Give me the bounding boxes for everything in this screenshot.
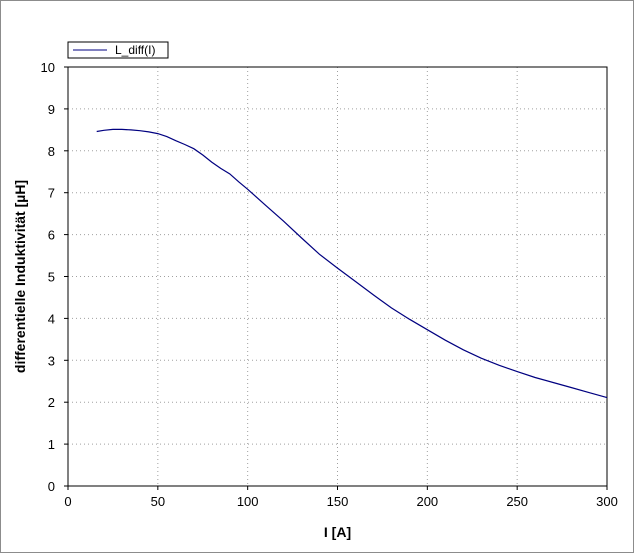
y-tick-label: 6 — [48, 228, 55, 243]
x-tick-label: 200 — [416, 494, 438, 509]
legend: L_diff(I) — [67, 41, 169, 59]
x-tick-label: 50 — [151, 494, 165, 509]
x-tick-label: 0 — [64, 494, 71, 509]
series-line — [96, 128, 608, 399]
x-tick-label: 300 — [596, 494, 618, 509]
y-tick-label: 8 — [48, 144, 55, 159]
y-axis-label: differentielle Induktivität [µH] — [12, 180, 28, 373]
x-tick-label: 250 — [506, 494, 528, 509]
legend-box — [67, 41, 169, 59]
y-tick-label: 1 — [48, 437, 55, 452]
y-tick-label: 5 — [48, 270, 55, 285]
series-layer — [96, 128, 608, 399]
x-axis-label: I [A] — [324, 524, 351, 540]
y-tick-label: 7 — [48, 186, 55, 201]
y-tick-label: 9 — [48, 102, 55, 117]
grid-lines — [68, 67, 607, 486]
y-tick-label: 2 — [48, 395, 55, 410]
y-tick-label: 10 — [41, 60, 55, 75]
x-tick-label: 150 — [327, 494, 349, 509]
y-tick-label: 3 — [48, 353, 55, 368]
legend-label: L_diff(I) — [115, 43, 155, 57]
axis-ticks: 0 50 100 150 200 250 300 0 1 2 3 4 5 6 7 8 9 10 — [41, 60, 618, 509]
y-tick-label: 4 — [48, 311, 55, 326]
x-tick-label: 100 — [237, 494, 259, 509]
y-tick-label: 0 — [48, 479, 55, 494]
